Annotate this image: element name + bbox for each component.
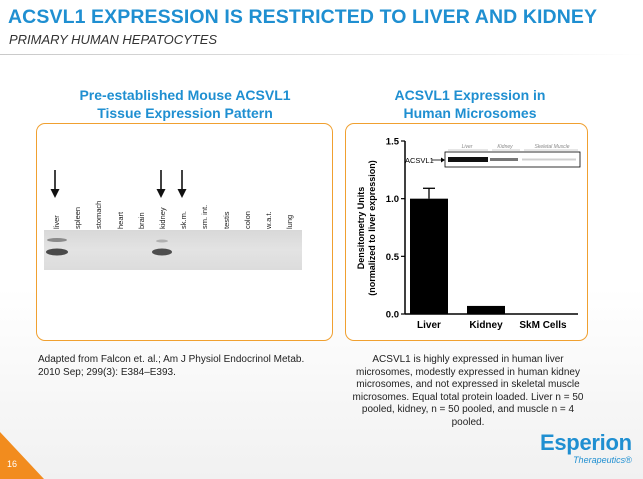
arrow-icon-kidney	[156, 170, 166, 198]
bar-liver	[410, 198, 448, 314]
blot-band-liver	[46, 248, 68, 256]
y-axis-label-line1: Densitometry Units	[356, 187, 366, 270]
bar-kidney	[467, 305, 505, 314]
esperion-logo: Esperion Therapeutics®	[540, 430, 632, 466]
inset-band-liver	[448, 157, 488, 162]
inset-arrow-icon	[441, 157, 445, 163]
x-tick-label-liver: Liver	[417, 320, 441, 331]
y-tick-label: 1.0	[386, 194, 399, 205]
logo-tagline: Therapeutics®	[573, 455, 632, 465]
left-panel-title: Pre-established Mouse ACSVL1 Tissue Expr…	[40, 86, 330, 122]
inset-lane-label: Skeletal Muscle	[534, 144, 569, 150]
header-divider	[0, 54, 643, 55]
inset-lane-label: Liver	[462, 144, 473, 150]
page-corner-shape	[0, 432, 44, 479]
chart-bars	[410, 187, 505, 314]
inset-band-muscle	[522, 158, 576, 161]
x-tick-label-kidney: Kidney	[469, 320, 503, 331]
blot-band-kidney-upper	[156, 239, 168, 243]
logo-name: Esperion	[540, 430, 632, 455]
left-panel-title-line2: Tissue Expression Pattern	[97, 105, 273, 121]
right-panel-title: ACSVL1 Expression in Human Microsomes	[345, 86, 595, 122]
x-tick-label-skm-cells: SkM Cells	[519, 320, 567, 331]
blot-band-liver-upper	[47, 238, 67, 242]
arrow-icon-liver	[50, 170, 60, 198]
slide-subtitle: PRIMARY HUMAN HEPATOCYTES	[9, 32, 218, 47]
right-panel-title-line2: Human Microsomes	[403, 105, 537, 121]
blot-bands	[46, 238, 172, 256]
y-tick-label: 0.5	[386, 252, 400, 263]
page-number: 16	[7, 459, 18, 469]
inset-blot: ACSVL1 Liver Kidney Skeletal Muscle	[405, 144, 581, 168]
slide-title: ACSVL1 EXPRESSION IS RESTRICTED TO LIVER…	[8, 6, 598, 28]
right-panel-title-line1: ACSVL1 Expression in	[394, 87, 546, 103]
y-axis-label-line2: (normalized to liver expression)	[367, 160, 377, 296]
chart-labels: 0.0 0.5 1.0 1.5 Densitometry Units (normalize…	[356, 137, 567, 332]
left-panel-title-line1: Pre-established Mouse ACSVL1	[79, 87, 291, 103]
inset-band-kidney	[490, 158, 518, 161]
inset-blot-label: ACSVL1	[405, 156, 434, 165]
arrow-icon-skm	[177, 170, 187, 198]
left-caption: Adapted from Falcon et. al.; Am J Physio…	[38, 354, 305, 378]
inset-lane-label: Kidney	[497, 144, 513, 150]
right-caption: ACSVL1 is highly expressed in human live…	[352, 354, 584, 428]
y-tick-label: 0.0	[386, 310, 399, 321]
blot-band-kidney	[152, 248, 172, 256]
y-tick-label: 1.5	[386, 137, 400, 148]
western-blot-image	[44, 230, 302, 270]
